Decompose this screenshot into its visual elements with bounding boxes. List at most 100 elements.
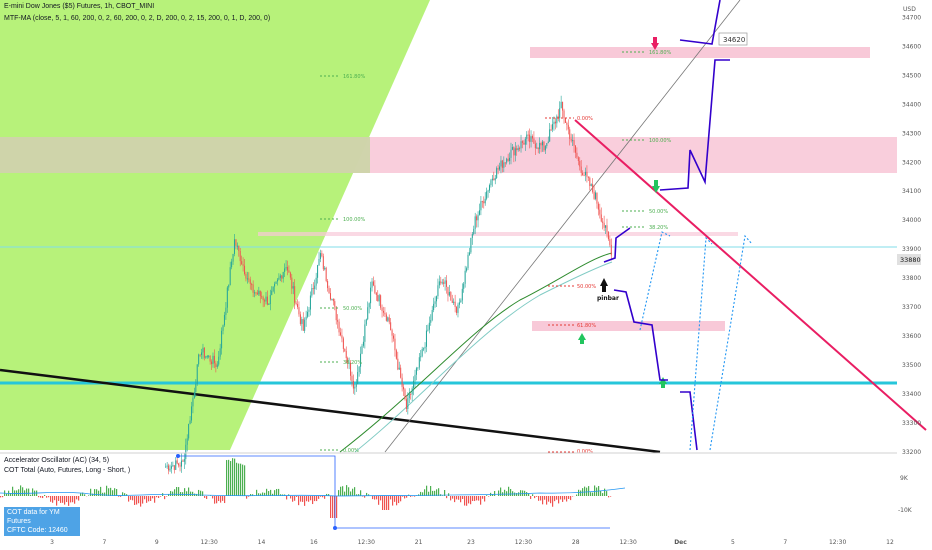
oscillator-bar <box>538 496 540 501</box>
candle-body <box>175 460 177 470</box>
candle-body <box>453 301 455 303</box>
oscillator-bar <box>600 490 602 496</box>
oscillator-bar <box>66 496 68 503</box>
candle-body <box>428 322 430 330</box>
oscillator-bar <box>330 496 332 518</box>
oscillator-bar <box>558 496 560 504</box>
candle-body <box>395 350 397 359</box>
fib-right-label: 100.00% <box>649 138 671 144</box>
oscillator-bar <box>308 496 310 502</box>
oscillator-bar <box>396 496 398 506</box>
candle-body <box>196 364 198 385</box>
chart-title: E-mini Dow Jones ($5) Futures, 1h, CBOT_… <box>4 3 155 10</box>
candle-body <box>266 296 268 305</box>
candle-body <box>514 148 516 156</box>
oscillator-bar <box>326 493 328 496</box>
oscillator-bar <box>372 496 374 500</box>
oscillator-bar <box>472 496 474 502</box>
cot-indicator-label: COT Total (Auto, Futures, Long - Short, … <box>4 467 131 474</box>
candle-body <box>448 292 450 296</box>
oscillator-bar <box>316 496 318 502</box>
fib-right-group: 0.00% 100.00% 161.80% 50.00% 38.20% 50.0… <box>545 50 671 455</box>
candle-body <box>463 283 465 289</box>
oscillator-bar <box>498 490 500 496</box>
oscillator-bar <box>606 491 608 496</box>
candle-body <box>500 160 502 167</box>
candle-body <box>559 108 561 119</box>
oscillator-bar <box>144 496 146 500</box>
candle-body <box>223 314 225 326</box>
candle-body <box>433 303 435 311</box>
candle-body <box>259 290 261 297</box>
oscillator-bar <box>476 496 478 501</box>
candle-body <box>281 275 283 279</box>
oscillator-bar <box>298 496 300 506</box>
time-tick-label: 21 <box>415 539 423 546</box>
oscillator-bar <box>390 496 392 500</box>
candle-body <box>368 303 370 308</box>
candle-body <box>471 234 473 238</box>
candle-body <box>576 152 578 158</box>
candle-body <box>370 287 372 304</box>
candle-body <box>186 438 188 445</box>
candle-body <box>241 261 243 265</box>
candle-body <box>199 354 201 356</box>
candle-body <box>344 348 346 352</box>
oscillator-bar <box>446 496 448 499</box>
time-tick-label: Dec <box>674 539 687 546</box>
oscillator-bar <box>12 486 14 496</box>
candle-body <box>256 292 258 295</box>
oscillator-bar <box>158 496 160 499</box>
candle-body <box>494 177 496 181</box>
time-tick-label: 12:30 <box>358 539 375 546</box>
candle-body <box>243 265 246 274</box>
candle-body <box>387 317 389 321</box>
oscillator-bar <box>486 495 488 496</box>
candle-body <box>206 356 208 358</box>
candle-body <box>289 272 291 278</box>
oscillator-bar <box>172 491 174 496</box>
price-tick-label: 34000 <box>902 217 921 224</box>
candle-body <box>530 136 532 142</box>
candle-body <box>192 397 194 407</box>
time-axis[interactable]: 3 7 9 12:30 14 16 12:30 21 23 12:30 28 12:30 Dec 5 7 12… <box>50 539 894 546</box>
oscillator-bar <box>270 489 272 496</box>
time-tick-label: 3 <box>50 539 54 546</box>
oscillator-bar <box>318 496 320 499</box>
candle-body <box>447 286 449 296</box>
candle-body <box>190 406 193 421</box>
oscillator-bar <box>142 496 144 504</box>
oscillator-bar <box>22 487 24 496</box>
candle-body <box>285 266 287 269</box>
candle-body <box>372 281 374 286</box>
oscillator-bar <box>170 491 172 496</box>
candle-body <box>205 356 207 358</box>
candle-body <box>232 253 234 262</box>
candle-body <box>398 367 400 370</box>
price-axis[interactable]: 34700 34600 34500 34400 34300 34200 34100 34000… <box>902 14 921 456</box>
oscillator-bar <box>230 461 232 496</box>
oscillator-bar <box>406 496 408 498</box>
cot-info-box: COT data for YM Futures CFTC Code: 12460 <box>4 507 80 536</box>
oscillator-bar <box>374 496 376 500</box>
oscillator-bar <box>550 496 552 504</box>
candle-body <box>477 214 479 221</box>
candle-body <box>562 101 564 111</box>
oscillator-bar <box>128 496 130 502</box>
candle-body <box>301 319 303 324</box>
oscillator-bar <box>166 496 168 497</box>
candle-body <box>374 285 376 293</box>
time-tick-label: 7 <box>102 539 106 546</box>
oscillator-bar <box>562 496 564 502</box>
candle-body <box>536 147 538 149</box>
candle-body <box>219 348 221 357</box>
candle-body <box>476 216 478 221</box>
oscillator-bar <box>536 496 538 497</box>
oscillator-bar <box>400 496 402 502</box>
candle-body <box>544 146 546 151</box>
oscillator-bar <box>608 496 610 498</box>
candle-body <box>410 393 412 395</box>
selection-point <box>176 454 180 458</box>
candle-body <box>202 347 204 353</box>
